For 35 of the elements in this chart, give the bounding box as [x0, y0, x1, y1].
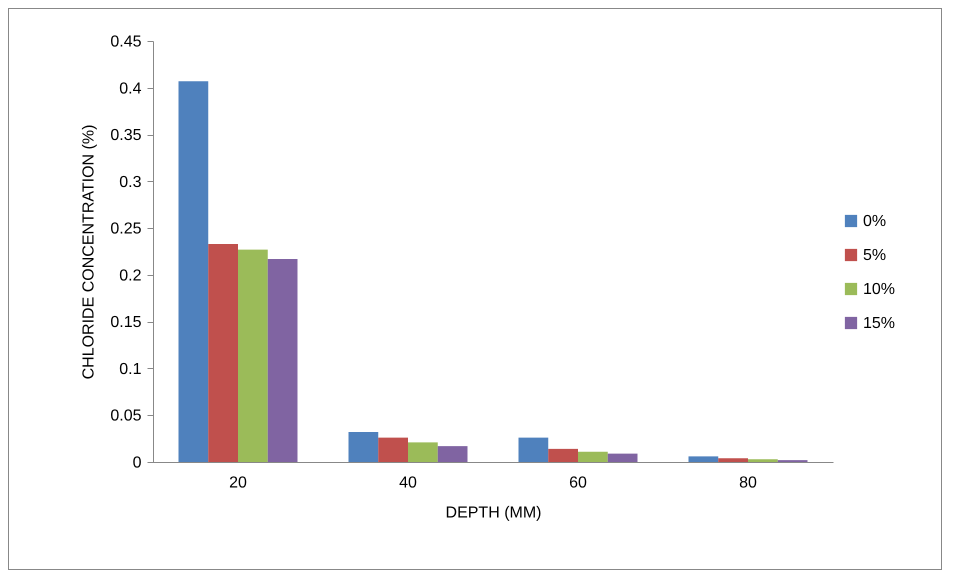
bar [208, 244, 238, 462]
x-tick-label: 40 [399, 474, 417, 492]
bar [268, 258, 298, 462]
y-tick-label: 0.4 [119, 80, 142, 98]
legend-label: 15% [863, 315, 896, 332]
y-axis-title: CHLORIDE CONCENTRATION (%) [80, 124, 98, 380]
legend-label: 5% [863, 247, 886, 264]
x-tick-label: 20 [229, 474, 247, 492]
bar [238, 250, 268, 462]
bar [438, 446, 468, 462]
y-tick-label: 0.15 [110, 314, 142, 332]
legend-label: 10% [863, 281, 896, 298]
bar [718, 458, 748, 462]
y-tick-label: 0.3 [119, 174, 142, 191]
bar [578, 452, 608, 462]
y-tick-label: 0 [132, 454, 142, 472]
bar [518, 438, 548, 462]
bar [348, 432, 378, 462]
x-axis-title: DEPTH (MM) [446, 504, 542, 522]
bar [548, 448, 578, 462]
y-tick-label: 0.45 [110, 34, 142, 50]
bar [688, 456, 718, 462]
bar [408, 442, 438, 462]
x-tick-label: 80 [739, 474, 757, 492]
y-tick-label: 0.25 [110, 220, 142, 238]
y-tick-label: 0.05 [110, 408, 142, 425]
bar [378, 438, 408, 462]
y-tick-label: 0.2 [119, 267, 142, 284]
bar [178, 81, 208, 462]
y-tick-label: 0.1 [119, 360, 142, 378]
bar [748, 459, 778, 462]
bar [608, 454, 638, 462]
legend-label: 0% [863, 213, 886, 230]
y-tick-label: 0.35 [110, 127, 142, 144]
x-tick-label: 60 [569, 474, 587, 492]
